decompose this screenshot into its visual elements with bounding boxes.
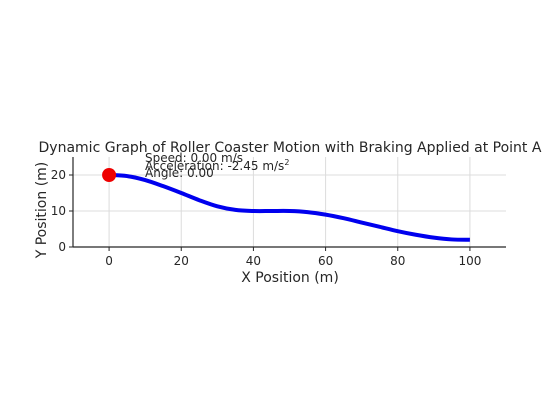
acceleration-exponent: 2	[284, 158, 289, 167]
speed-annotation: Speed: 0.00 m/s	[145, 151, 243, 165]
acceleration-prefix: Acceleration:	[145, 159, 227, 173]
acceleration-annotation: Acceleration: -2.45 m/s2	[145, 158, 289, 173]
cart-marker	[102, 168, 117, 182]
x-tick-label: 40	[246, 254, 261, 268]
track-line	[108, 173, 470, 242]
x-tick-label: 100	[458, 254, 481, 268]
chart-title: Dynamic Graph of Roller Coaster Motion w…	[39, 140, 542, 156]
y-axis-label: Y Position (m)	[34, 162, 50, 260]
grid-lines	[73, 157, 506, 248]
y-tick-label: 10	[51, 204, 66, 218]
axes	[72, 157, 506, 248]
angle-annotation: Angle: 0.00	[145, 166, 214, 180]
x-tick-label: 80	[390, 254, 405, 268]
y-tick-label: 0	[58, 240, 66, 254]
acceleration-value: -2.45	[227, 159, 258, 173]
tick-labels: 0 20 40 60 80 100 0 10 20	[51, 168, 482, 268]
series	[102, 168, 470, 242]
x-tick-label: 0	[105, 254, 113, 268]
x-axis-label: X Position (m)	[241, 270, 339, 286]
x-tick-label: 60	[318, 254, 333, 268]
x-tick-label: 20	[174, 254, 189, 268]
acceleration-unit: m/s	[259, 159, 285, 173]
y-tick-label: 20	[51, 168, 66, 182]
